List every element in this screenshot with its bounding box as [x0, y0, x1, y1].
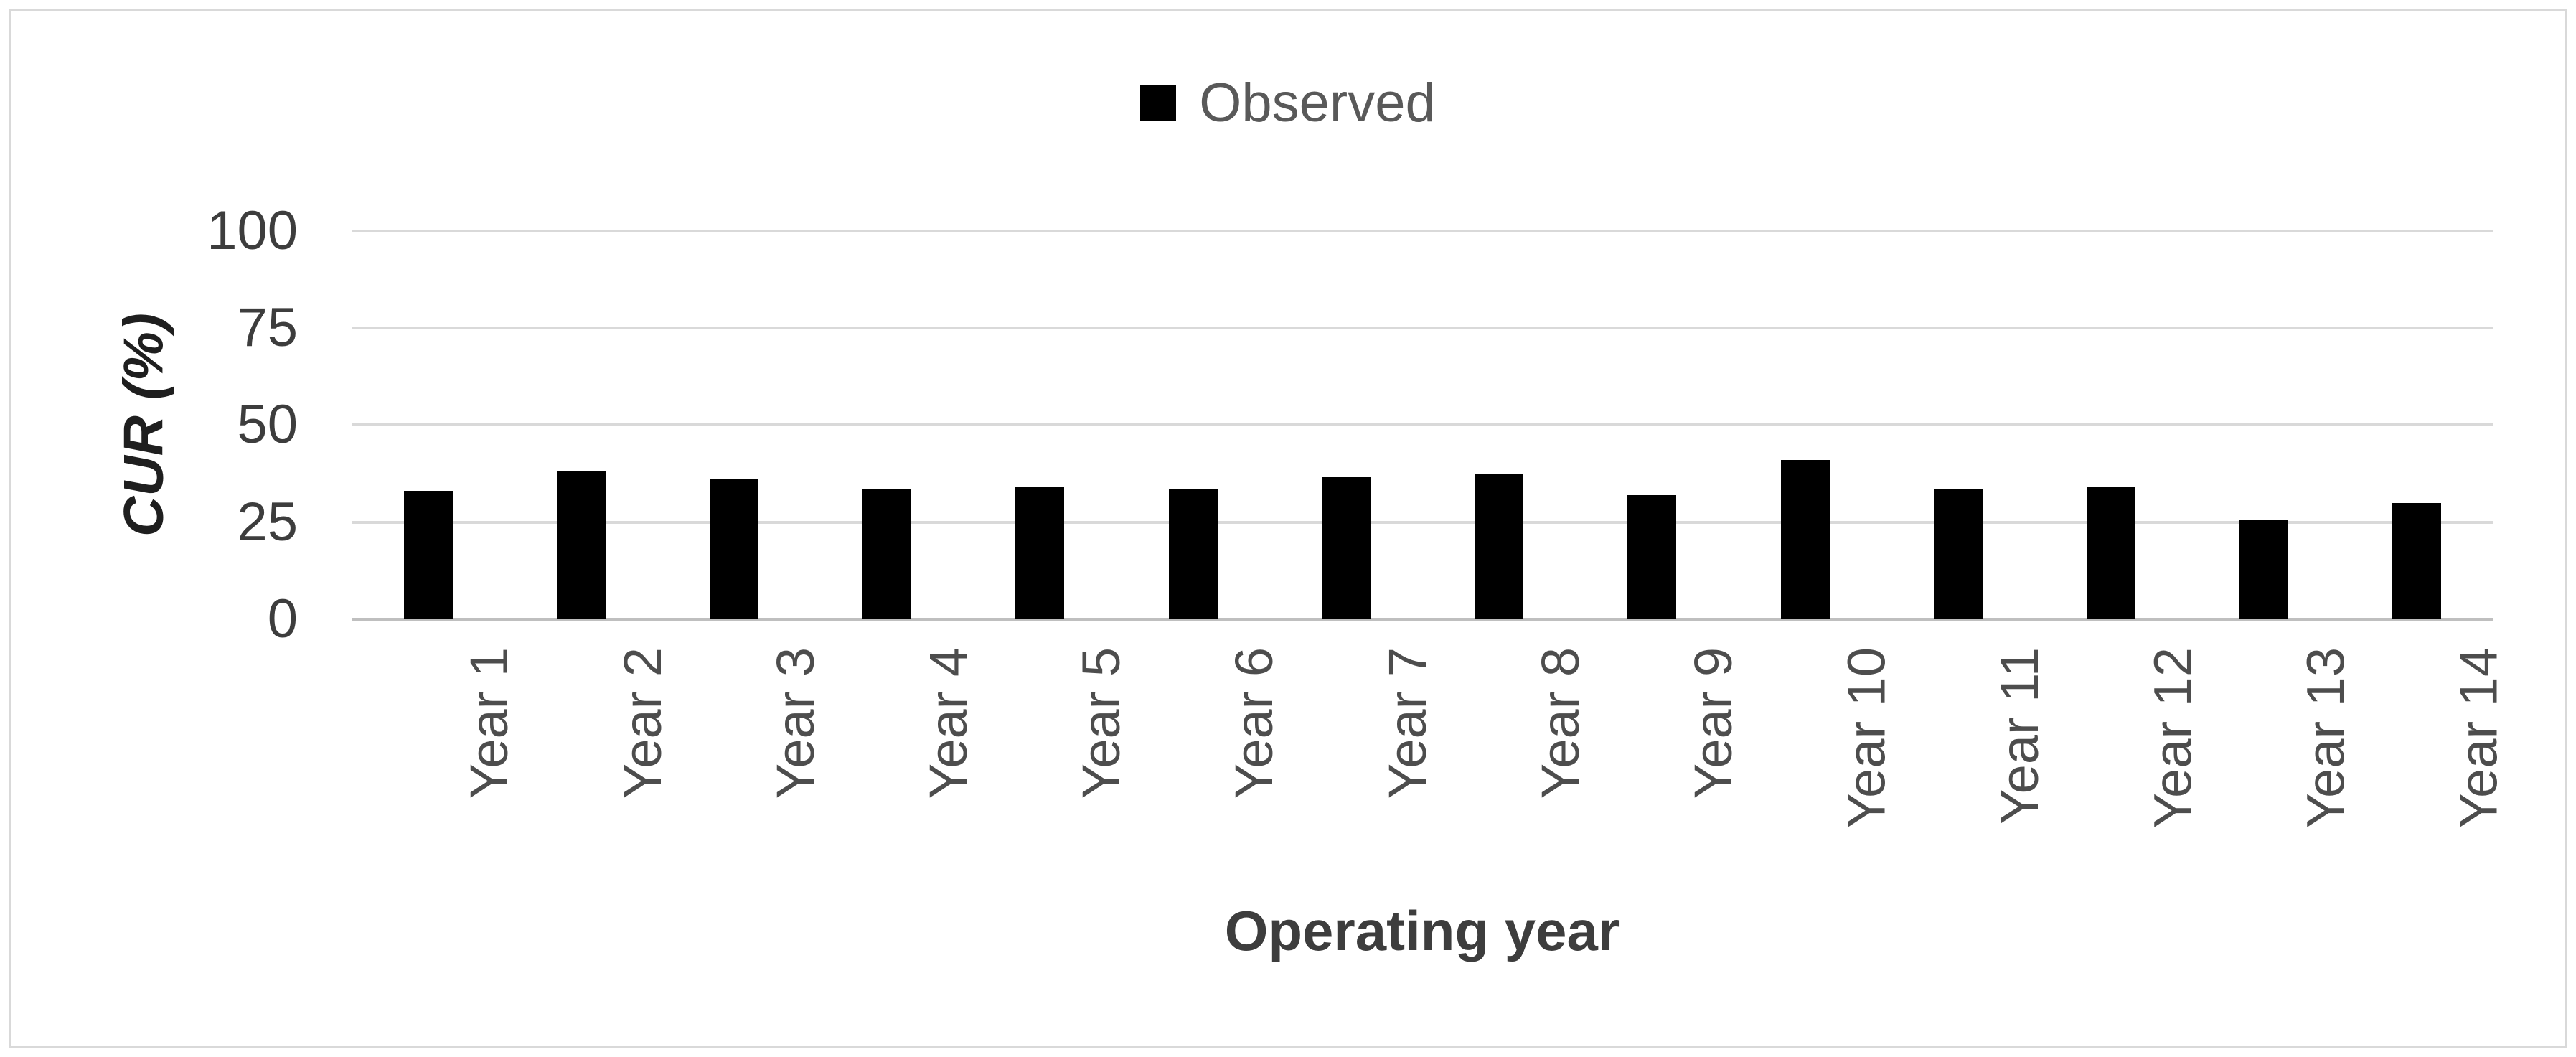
x-tick-label-year-14: Year 14: [2448, 647, 2509, 829]
x-tick-label-year-5: Year 5: [1071, 647, 1132, 799]
x-axis-line: [352, 618, 2493, 621]
x-tick-label-year-7: Year 7: [1377, 647, 1437, 799]
x-tick-label-year-12: Year 12: [2142, 647, 2202, 829]
bar-year-8: [1475, 473, 1524, 619]
plot-area: [352, 0, 2493, 621]
chart-border: [9, 9, 2567, 1048]
bar-year-9: [1627, 494, 1677, 619]
x-tick-label-year-2: Year 2: [612, 647, 672, 799]
x-tick-label-year-11: Year 11: [1989, 647, 2049, 825]
y-tick-label-50: 50: [237, 394, 298, 456]
x-tick-label-year-9: Year 9: [1683, 647, 1744, 799]
gridline-25: [352, 520, 2493, 524]
bar-year-1: [403, 491, 453, 619]
legend-label-observed: Observed: [1199, 72, 1436, 133]
x-axis-title: Operating year: [1224, 899, 1620, 962]
x-tick-label-year-3: Year 3: [766, 647, 826, 799]
y-tick-label-100: 100: [207, 199, 298, 261]
bar-year-10: [1780, 460, 1830, 619]
y-tick-label-75: 75: [237, 296, 298, 358]
bar-year-3: [710, 479, 759, 619]
x-tick-label-year-4: Year 4: [918, 647, 979, 799]
bar-year-7: [1321, 477, 1371, 619]
x-tick-label-year-8: Year 8: [1531, 647, 1591, 799]
legend: Observed: [0, 72, 2576, 135]
x-tick-label-year-6: Year 6: [1224, 647, 1284, 799]
x-tick-label-year-13: Year 13: [2295, 647, 2356, 829]
bar-year-14: [2392, 502, 2442, 619]
gridline-100: [352, 229, 2493, 232]
y-tick-label-25: 25: [237, 491, 298, 553]
bar-year-11: [1933, 489, 1983, 619]
bar-year-4: [862, 489, 912, 619]
y-tick-label-0: 0: [267, 588, 298, 649]
gridline-75: [352, 326, 2493, 329]
bar-year-2: [556, 471, 606, 619]
bar-year-12: [2086, 487, 2135, 619]
bar-year-5: [1015, 487, 1065, 619]
legend-marker-observed: [1140, 85, 1177, 121]
bar-year-6: [1168, 489, 1218, 619]
x-tick-label-year-10: Year 10: [1836, 647, 1896, 829]
x-tick-label-year-1: Year 1: [459, 647, 520, 799]
bar-year-13: [2239, 520, 2289, 619]
gridline-50: [352, 423, 2493, 427]
